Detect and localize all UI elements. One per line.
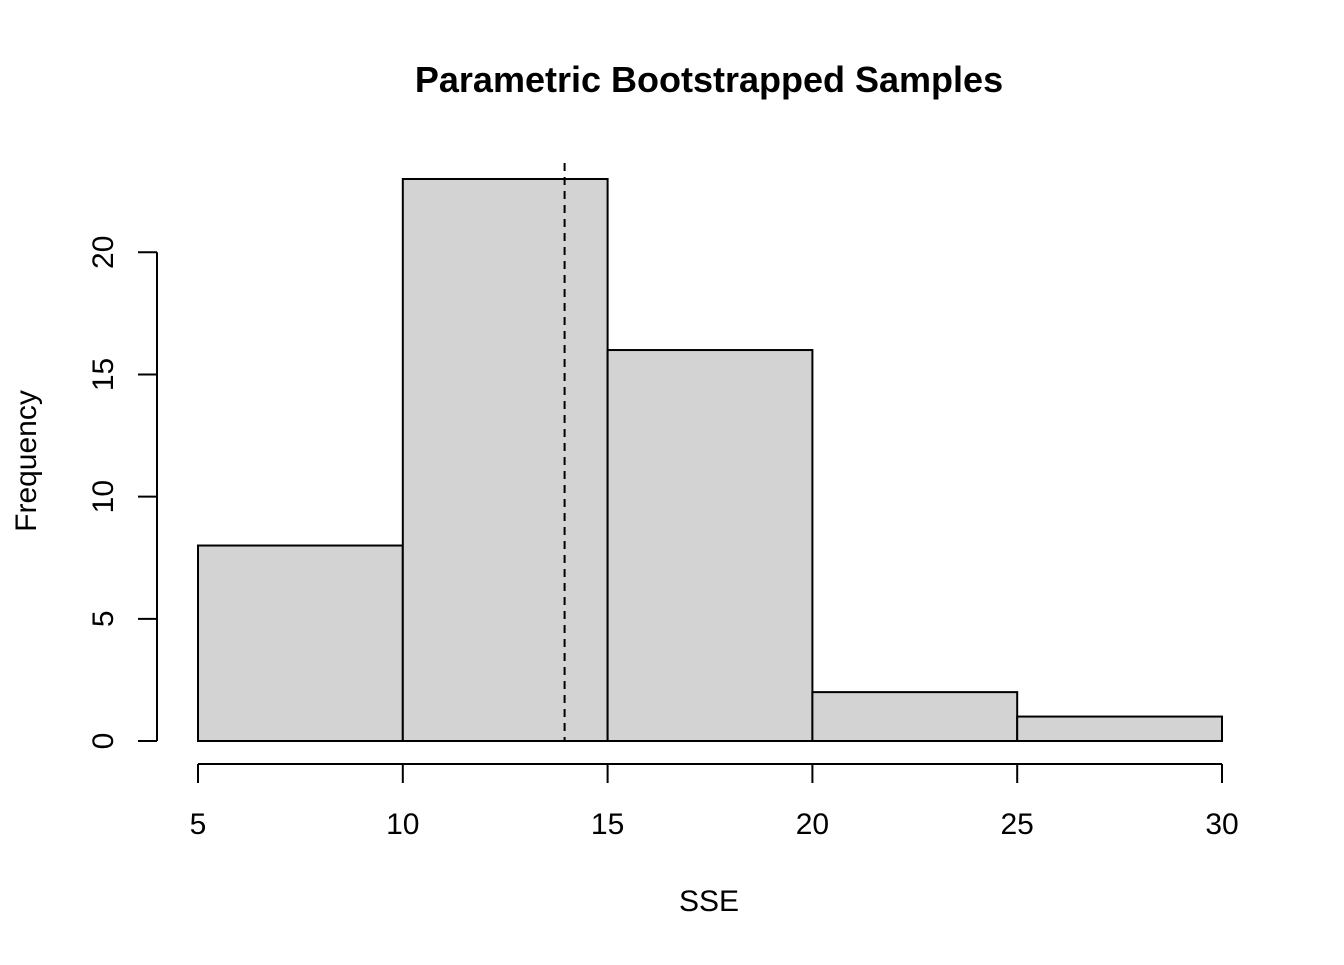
histogram-bar-0: [197, 544, 404, 742]
y-tick-label-3: 15: [87, 358, 120, 391]
x-tick-label-1: 10: [386, 808, 419, 841]
y-axis-label: Frequency: [10, 390, 43, 532]
x-axis: 5 10 15 20 25 30: [190, 763, 1239, 841]
chart-title: Parametric Bootstrapped Samples: [415, 59, 1003, 100]
y-tick-label-1: 5: [87, 610, 120, 627]
y-axis: 0 5 10 15 20: [87, 236, 158, 750]
x-tick-label-3: 20: [796, 808, 829, 841]
histogram-bar-2: [606, 349, 814, 742]
bars-layer: [197, 178, 1224, 743]
x-tick-label-4: 25: [1001, 808, 1034, 841]
y-tick-label-4: 20: [87, 236, 120, 269]
x-tick-label-2: 15: [591, 808, 624, 841]
x-tick-label-0: 5: [190, 808, 207, 841]
x-tick-label-5: 30: [1205, 808, 1238, 841]
histogram-bar-4: [1016, 715, 1224, 743]
x-axis-label: SSE: [679, 885, 739, 918]
histogram-bar-3: [811, 691, 1019, 742]
y-tick-label-0: 0: [87, 733, 120, 750]
histogram-bar-1: [401, 178, 609, 742]
y-tick-label-2: 10: [87, 480, 120, 513]
